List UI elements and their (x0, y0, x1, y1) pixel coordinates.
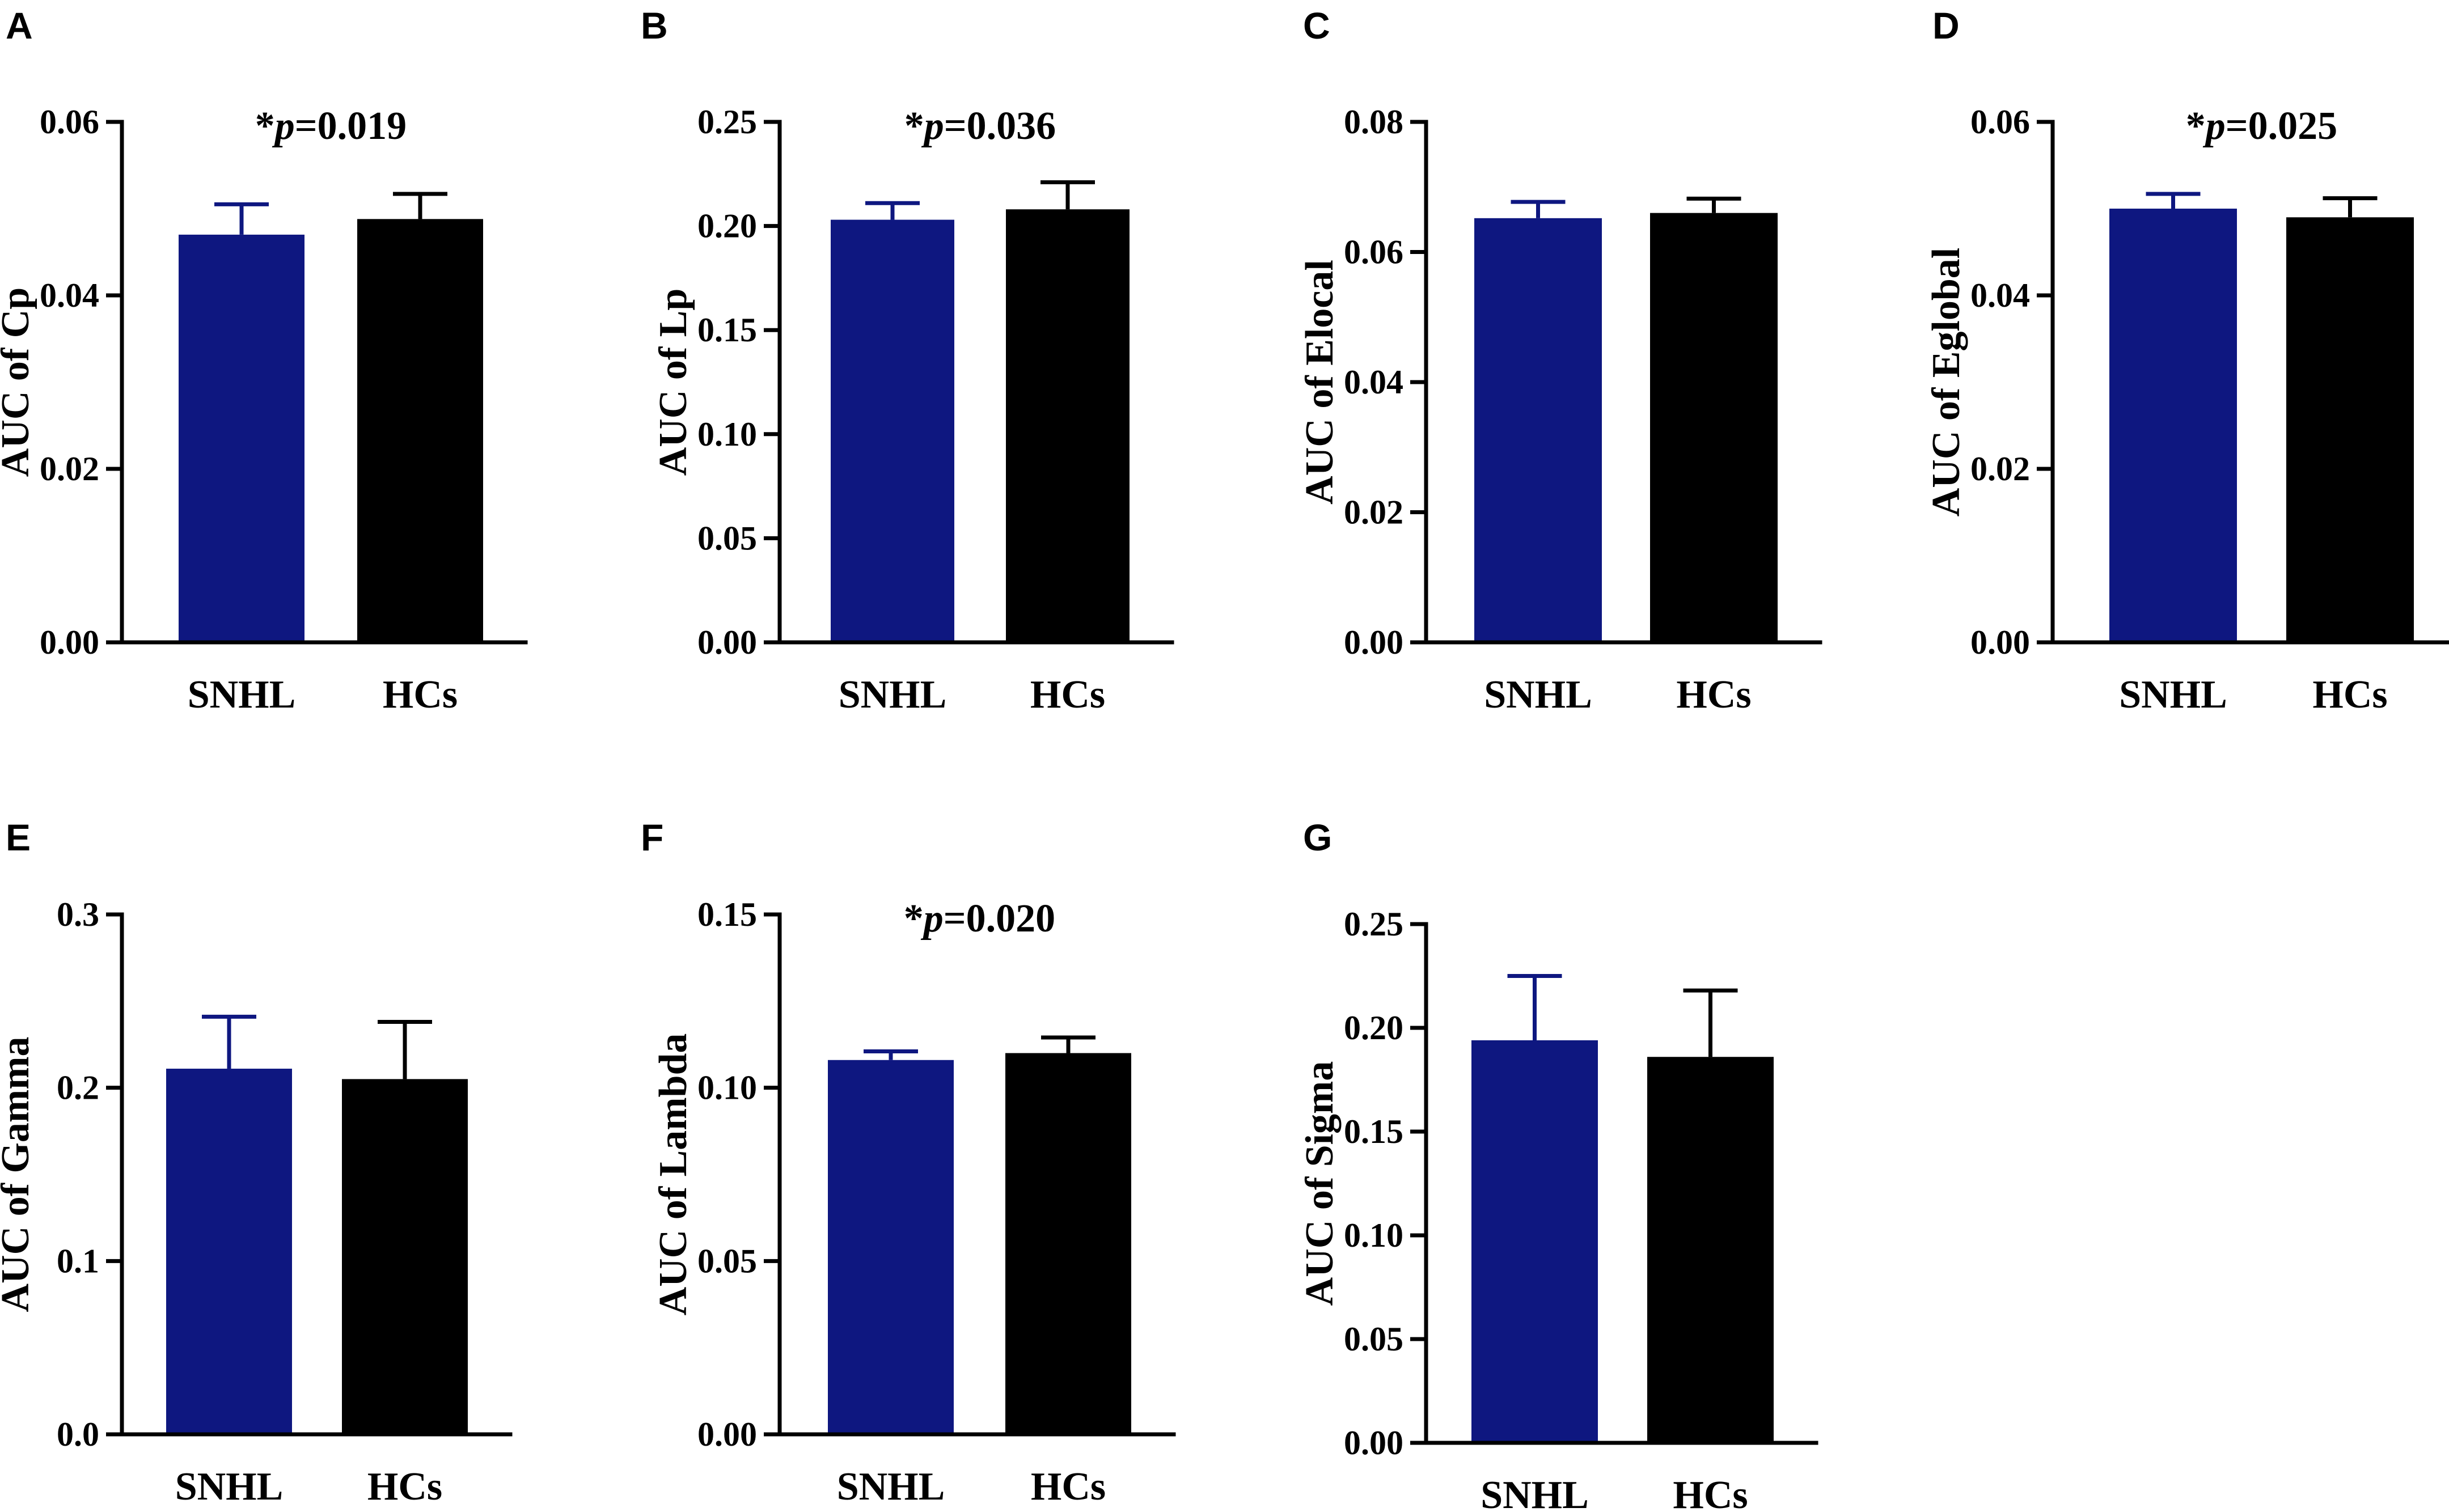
bar-hcs (342, 1079, 468, 1434)
panel-c: C SNHL HCs 0.00 0.02 0.04 0.06 0.08 AUC of Eloca… (1298, 5, 1822, 717)
y-tick-label: 0.25 (1344, 905, 1403, 943)
bar-hcs (1006, 209, 1130, 642)
y-tick-label: 0.00 (1970, 624, 2030, 661)
x-tick-label: SNHL (188, 673, 296, 717)
y-tick-label: 0.20 (697, 207, 757, 245)
y-tick-label: 0.2 (57, 1069, 99, 1107)
y-tick-label: 0.15 (1344, 1113, 1403, 1150)
x-tick-label: SNHL (2119, 673, 2227, 717)
bar-snhl (2109, 209, 2237, 642)
bar-hcs (1005, 1053, 1131, 1434)
bar-hcs (357, 219, 483, 642)
y-axis-title: AUC of Eglobal (1924, 248, 1968, 516)
bar-snhl (1471, 1040, 1598, 1443)
bar-snhl (1474, 218, 1602, 643)
x-tick-label: HCs (2312, 673, 2387, 717)
p-value-annotation: *p=0.036 (904, 104, 1056, 148)
panel-letter: C (1303, 5, 1330, 46)
x-tick-label: HCs (1030, 673, 1105, 717)
p-value-star: * (2186, 104, 2206, 148)
p-value-symbol: p (2203, 104, 2226, 148)
y-tick-label: 0.06 (40, 103, 99, 141)
y-tick-label: 0.04 (40, 277, 99, 314)
p-value-star: * (255, 104, 275, 148)
panel-g: G SNHL HCs 0.00 0.05 0.10 0.15 0.20 0.25 AUC of S… (1298, 816, 1818, 1512)
bar-snhl (828, 1060, 954, 1434)
bar-snhl (166, 1069, 292, 1434)
y-tick-label: 0.00 (1344, 624, 1403, 661)
panel-b: B SNHL HCs 0.00 0.05 0.10 0.15 0.20 0.25 AUC of L… (641, 5, 1174, 717)
panel-letter: F (641, 816, 663, 858)
panel-letter: A (6, 5, 33, 46)
x-tick-label: SNHL (1481, 1473, 1589, 1512)
y-tick-label: 0.20 (1344, 1009, 1403, 1047)
y-tick-label: 0.10 (697, 1069, 757, 1107)
y-tick-label: 0.08 (1344, 103, 1403, 141)
p-value-number: =0.020 (944, 897, 1055, 941)
y-tick-label: 0.25 (697, 103, 757, 141)
y-axis-title: AUC of Lambda (652, 1034, 695, 1316)
bar-hcs (1647, 1057, 1774, 1443)
p-value-number: =0.036 (944, 104, 1056, 148)
y-tick-label: 0.10 (1344, 1217, 1403, 1254)
panel-letter: G (1303, 816, 1332, 858)
bar-hcs (2286, 217, 2414, 642)
y-axis-title: AUC of Gamma (0, 1036, 37, 1312)
panel-e: E SNHL HCs 0.0 0.1 0.2 0.3 AUC of Gamma (0, 816, 513, 1509)
y-tick-label: 0.05 (697, 519, 757, 557)
bar-snhl (831, 219, 954, 643)
panel-a: A SNHL HCs 0.00 0.02 0.04 0.06 AUC of Cp *p=0.01… (0, 5, 528, 717)
x-tick-label: HCs (1673, 1473, 1748, 1512)
y-tick-label: 0.00 (1344, 1424, 1403, 1462)
y-tick-label: 0.06 (1344, 234, 1403, 271)
x-tick-label: HCs (383, 673, 458, 717)
y-tick-label: 0.1 (57, 1242, 99, 1280)
y-tick-label: 0.00 (40, 624, 99, 661)
p-value-symbol: p (921, 897, 944, 941)
p-value-star: * (904, 104, 924, 148)
x-tick-label: SNHL (175, 1465, 284, 1509)
y-axis-title: AUC of Lp (652, 289, 695, 476)
panel-f: F SNHL HCs 0.00 0.05 0.10 0.15 AUC of Lambda *p=… (641, 816, 1176, 1509)
y-tick-label: 0.02 (1970, 450, 2030, 488)
p-value-number: =0.025 (2226, 104, 2337, 148)
p-value-star: * (904, 897, 924, 941)
y-axis-title: AUC of Elocal (1298, 260, 1342, 505)
y-tick-label: 0.0 (57, 1416, 99, 1453)
y-tick-label: 0.02 (40, 450, 99, 488)
y-tick-label: 0.05 (1344, 1320, 1403, 1358)
y-tick-label: 0.3 (57, 896, 99, 933)
x-tick-label: HCs (367, 1465, 442, 1509)
y-tick-label: 0.15 (697, 311, 757, 349)
y-tick-label: 0.05 (697, 1242, 757, 1280)
y-tick-label: 0.02 (1344, 494, 1403, 531)
panel-d: D SNHL HCs 0.00 0.02 0.04 0.06 AUC of Eglobal *p… (1924, 5, 2449, 717)
y-tick-label: 0.00 (697, 624, 757, 661)
x-tick-label: SNHL (839, 673, 947, 717)
p-value-annotation: *p=0.019 (255, 104, 407, 148)
p-value-symbol: p (272, 104, 295, 148)
y-tick-label: 0.15 (697, 896, 757, 933)
bar-snhl (179, 234, 304, 642)
p-value-number: =0.019 (295, 104, 407, 148)
panel-letter: D (1932, 5, 1960, 46)
y-tick-label: 0.00 (697, 1416, 757, 1453)
y-tick-label: 0.04 (1344, 363, 1403, 401)
p-value-annotation: *p=0.025 (2186, 104, 2337, 148)
x-tick-label: SNHL (837, 1465, 945, 1509)
y-tick-label: 0.10 (697, 416, 757, 453)
panel-letter: E (6, 816, 31, 858)
x-tick-label: HCs (1031, 1465, 1106, 1509)
y-axis-title: AUC of Sigma (1298, 1061, 1342, 1306)
p-value-annotation: *p=0.020 (904, 897, 1055, 941)
y-tick-label: 0.04 (1970, 277, 2030, 314)
x-tick-label: HCs (1676, 673, 1751, 717)
x-tick-label: SNHL (1484, 673, 1592, 717)
y-axis-title: AUC of Cp (0, 287, 37, 477)
panel-letter: B (641, 5, 668, 46)
y-tick-label: 0.06 (1970, 103, 2030, 141)
p-value-symbol: p (921, 104, 944, 148)
bar-hcs (1650, 213, 1778, 642)
